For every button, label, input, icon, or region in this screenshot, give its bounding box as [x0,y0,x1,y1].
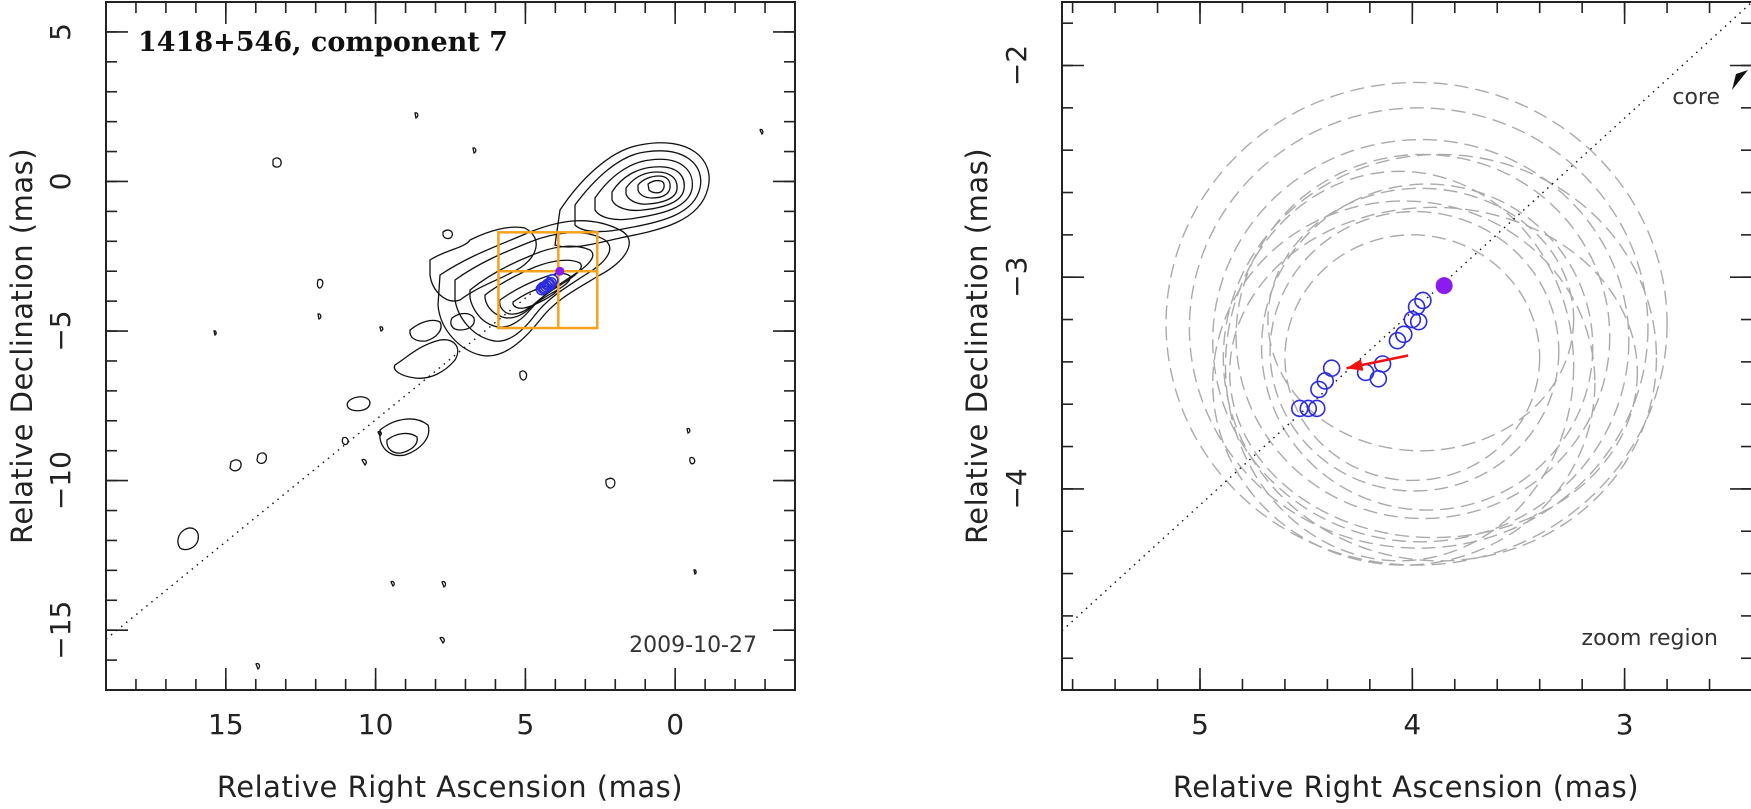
core-direction-label: core [1672,85,1720,110]
component-position-point [1395,325,1413,344]
left-panel: 15 10 5 0 5 0 −5 −10 −15 1418+546, component 7 2… [5,1,796,804]
uncertainty-ellipse [1267,187,1575,452]
left-data-layer [106,231,599,640]
left-x-tick-label: 0 [666,708,684,741]
component-position-point [1414,291,1432,310]
component-position-point [1373,355,1392,373]
left-y-tick-label: −15 [44,601,77,660]
core-direction-arrowhead [1730,70,1748,90]
left-y-tick-label: −5 [44,310,77,351]
left-panel-title: 1418+546, component 7 [138,27,508,58]
uncertainty-ellipse [1269,210,1560,492]
left-x-tick-label: 5 [516,708,534,741]
left-axis-ticks: 15 10 5 0 5 0 −5 −10 −15 [44,1,796,741]
left-y-tick-label: 0 [44,173,77,191]
component-position-point [546,273,559,287]
left-x-axis-label: Relative Right Ascension (mas) [217,770,683,804]
left-date-label: 2009-10-27 [629,633,757,658]
uncertainty-ellipse [1284,234,1541,482]
right-y-axis-label: Relative Declination (mas) [960,148,994,544]
zoom-region-label: zoom region [1582,626,1718,651]
uncertainty-ellipse [1260,183,1594,511]
component-position-point [541,278,555,291]
right-plot-frame [1061,1,1751,691]
mean-position-marker [1435,277,1453,295]
component-position-point [1407,298,1426,316]
component-position-point [1299,399,1318,418]
right-data-layer [1062,2,1751,632]
right-y-tick-label: −3 [1000,257,1033,298]
uncertainty-ellipse [1212,200,1596,566]
left-x-tick-label: 10 [358,708,394,741]
left-x-tick-label: 15 [208,708,244,741]
component-position-point [538,281,552,294]
left-y-tick-label: −10 [44,451,77,510]
jet-axis-line [106,270,559,640]
left-plot-frame [105,1,796,691]
proper-motion-arrowhead [1346,359,1364,371]
right-x-tick-label: 4 [1403,708,1421,741]
uncertainty-ellipse [1188,107,1649,549]
uncertainty-ellipse [1222,153,1658,562]
right-x-axis-label: Relative Right Ascension (mas) [1173,770,1639,804]
uncertainty-ellipse [1212,138,1630,543]
component-position-point [1307,399,1326,418]
left-y-axis-label: Relative Declination (mas) [5,148,39,544]
right-panel: 5 4 3 −2 −3 −4 core zoom region Relative Righ… [960,1,1751,804]
right-axis-ticks: 5 4 3 −2 −3 −4 [1000,2,1751,741]
right-y-tick-label: −4 [1000,468,1033,509]
zoom-region-box [497,231,599,330]
component-position-point [1409,312,1428,331]
contour-map [177,112,764,670]
uncertainty-ellipse [1229,206,1639,539]
uncertainty-ellipse [1224,170,1575,562]
component-position-point [1290,399,1309,418]
right-x-tick-label: 5 [1191,708,1209,741]
mean-position-marker [555,266,565,276]
component-position-point [1322,359,1341,378]
component-position-point [1369,370,1388,388]
right-y-tick-label: −2 [1000,45,1033,86]
left-y-tick-label: 5 [44,23,77,41]
right-x-tick-label: 3 [1616,708,1634,741]
component-position-point [1388,331,1407,350]
